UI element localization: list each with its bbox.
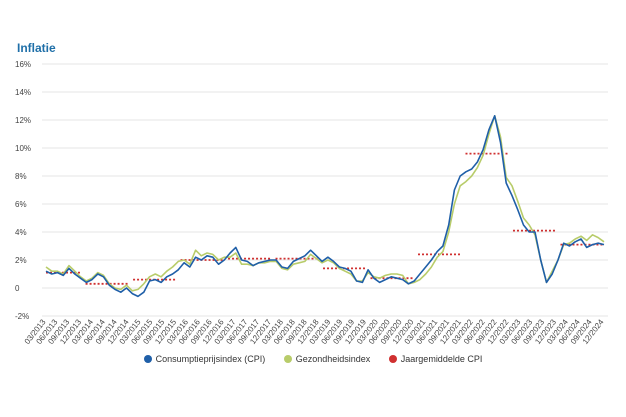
legend-item-cpi: Consumptieprijsindex (CPI) xyxy=(143,354,266,364)
y-tick-label: 14% xyxy=(15,88,31,97)
gezondheidsindex-line xyxy=(45,115,605,292)
legend-label-cpi: Consumptieprijsindex (CPI) xyxy=(155,354,266,364)
y-tick-label: 4% xyxy=(15,228,27,237)
chart-legend: Consumptieprijsindex (CPI) Gezondheidsin… xyxy=(0,354,626,364)
y-tick-label: 0 xyxy=(15,284,20,293)
legend-dot-cpi xyxy=(143,355,152,363)
y-tick-label: 12% xyxy=(15,116,31,125)
cpi-line xyxy=(45,115,605,298)
chart-title: Inflatie xyxy=(17,41,56,55)
y-tick-label: 8% xyxy=(15,172,27,181)
y-tick-label: 16% xyxy=(15,60,31,69)
legend-item-jaargemiddelde: Jaargemiddelde CPI xyxy=(388,354,483,364)
y-tick-label: 6% xyxy=(15,200,27,209)
y-tick-label: -2% xyxy=(15,312,29,321)
legend-dot-jaargemiddelde xyxy=(388,355,397,363)
y-tick-label: 2% xyxy=(15,256,27,265)
legend-dot-gezondheidsindex xyxy=(283,355,292,363)
legend-item-gezondheidsindex: Gezondheidsindex xyxy=(283,354,371,364)
legend-label-jaargemiddelde: Jaargemiddelde CPI xyxy=(400,354,483,364)
y-tick-label: 10% xyxy=(15,144,31,153)
legend-label-gezondheidsindex: Gezondheidsindex xyxy=(295,354,371,364)
